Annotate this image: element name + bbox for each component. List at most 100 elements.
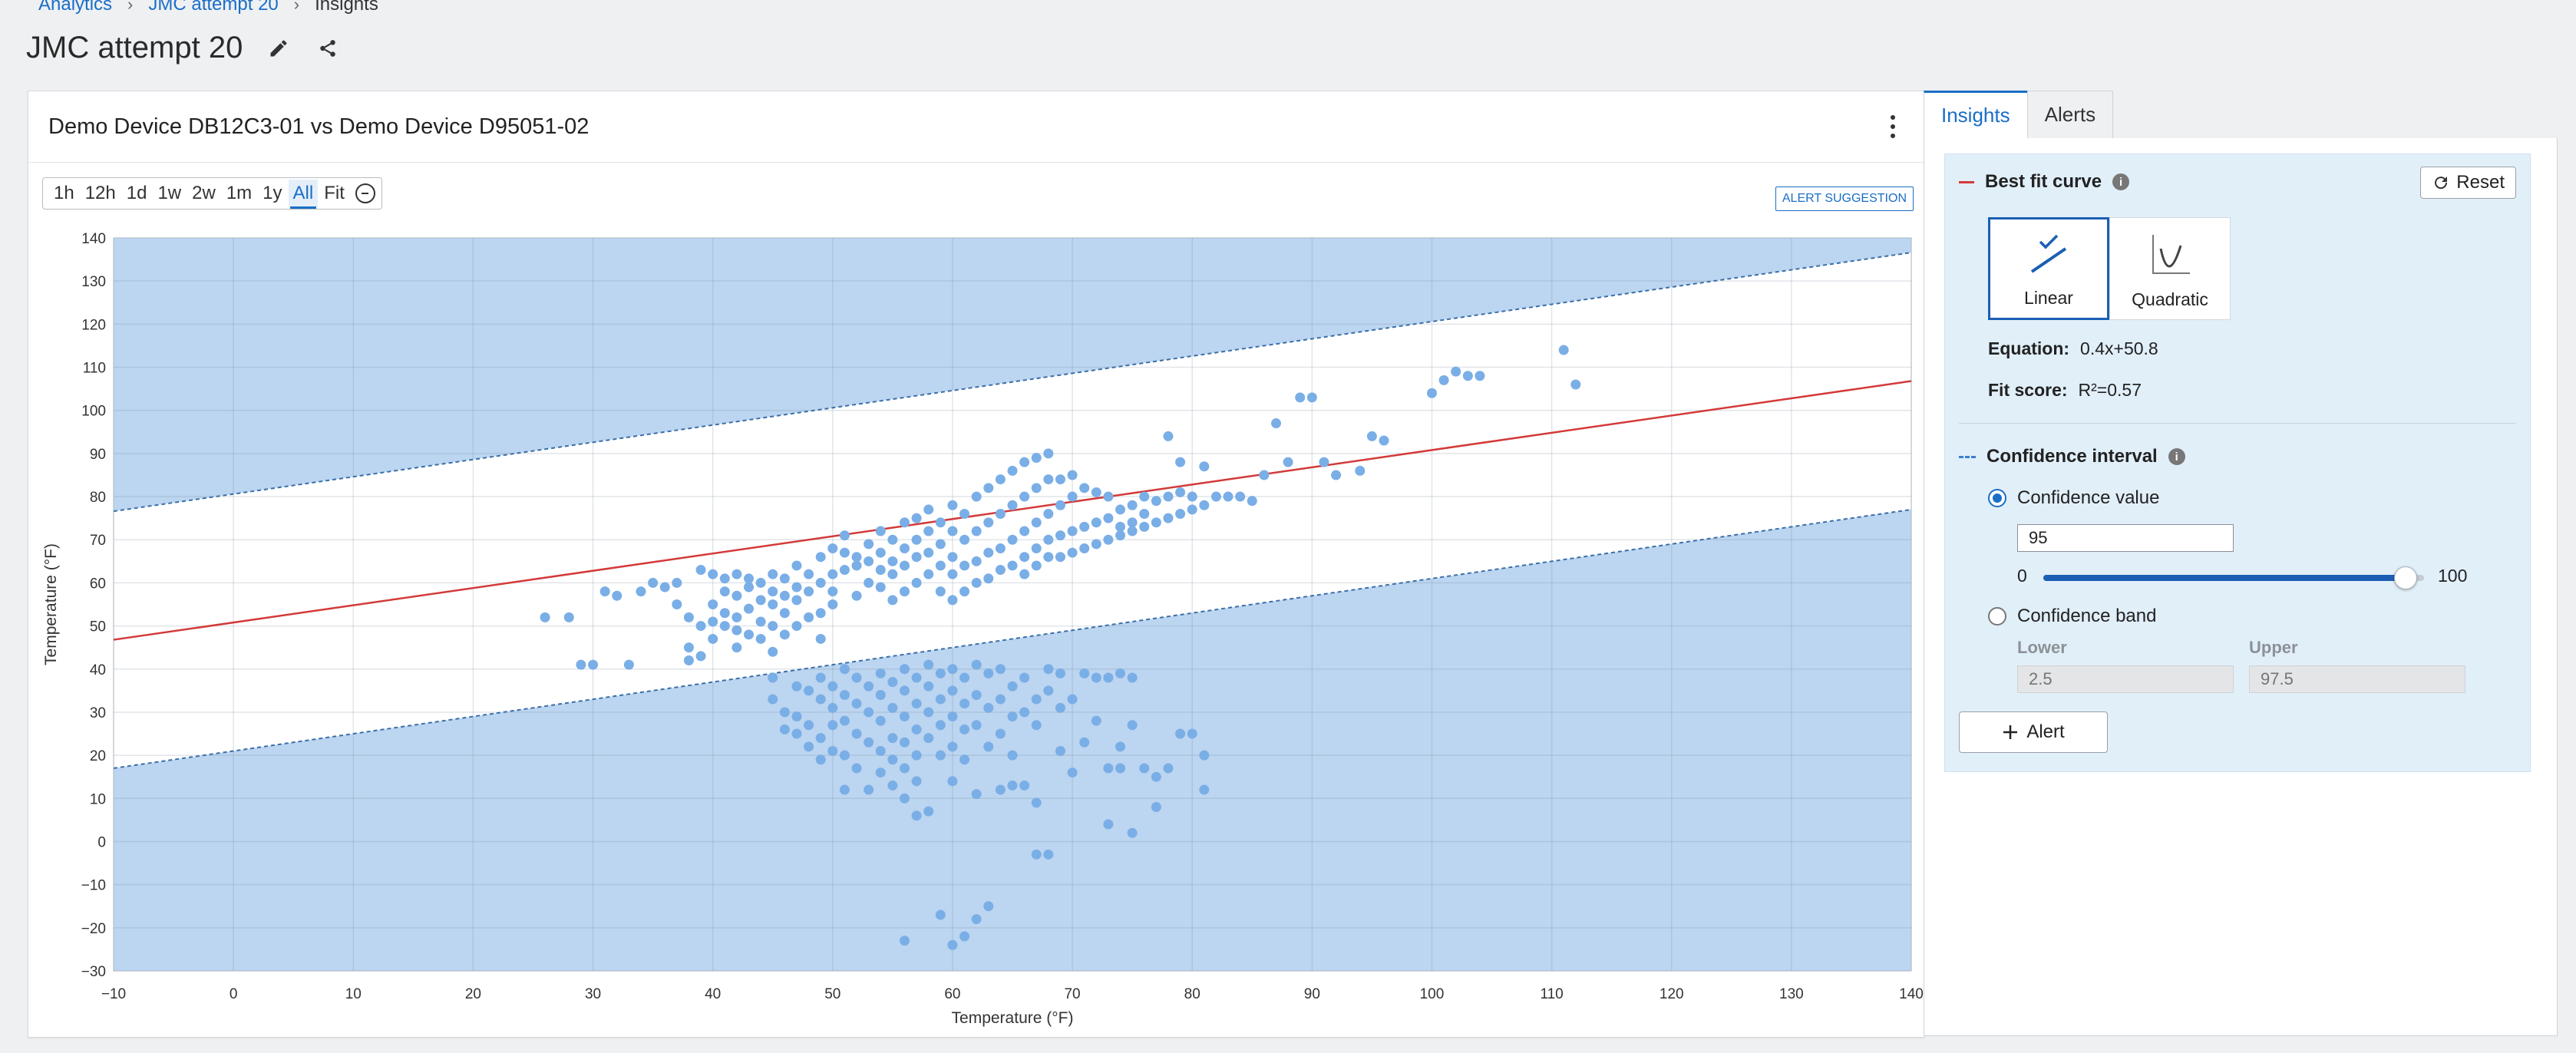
data-point <box>1331 470 1342 480</box>
confidence-value-option[interactable]: Confidence value <box>1988 487 2159 509</box>
y-tick-label: −30 <box>81 964 106 980</box>
range-1w[interactable]: 1w <box>157 183 182 203</box>
data-point <box>732 625 742 635</box>
tab-insights[interactable]: Insights <box>1924 91 2028 138</box>
data-point <box>947 939 958 950</box>
confidence-slider-fill <box>2043 575 2406 581</box>
data-point <box>1570 379 1581 390</box>
data-point <box>875 526 886 536</box>
y-tick-label: 70 <box>90 533 106 549</box>
range-1m[interactable]: 1m <box>226 183 253 203</box>
range-fit[interactable]: Fit <box>324 183 345 203</box>
upper-band-region <box>114 238 1911 512</box>
confidence-value-input[interactable] <box>2017 524 2234 552</box>
data-point <box>1067 547 1078 558</box>
chart-card: Demo Device DB12C3-01 vs Demo Device D95… <box>28 91 1925 1038</box>
data-point <box>959 560 970 571</box>
y-axis-label: Temperature (°F) <box>42 543 60 665</box>
reset-button[interactable]: Reset <box>2420 167 2516 199</box>
confidence-value-radio[interactable] <box>1988 489 2006 507</box>
add-alert-button[interactable]: Alert <box>1959 711 2108 753</box>
data-point <box>779 629 790 640</box>
x-tick-label: 140 <box>1899 986 1924 1002</box>
confidence-slider-thumb[interactable] <box>2394 566 2418 589</box>
data-point <box>995 728 1006 739</box>
data-point <box>636 586 646 597</box>
data-point <box>887 534 898 545</box>
confidence-slider[interactable] <box>2043 566 2424 589</box>
x-tick-label: 90 <box>1304 986 1320 1002</box>
data-point <box>576 659 586 670</box>
clock-icon[interactable] <box>355 183 375 203</box>
data-point <box>1043 685 1054 696</box>
range-1d[interactable]: 1d <box>126 183 147 203</box>
data-point <box>659 582 670 593</box>
fit-option-linear[interactable]: Linear <box>1988 217 2109 320</box>
breadcrumb-analytics[interactable]: Analytics <box>38 0 113 15</box>
info-icon[interactable]: i <box>2112 173 2130 190</box>
data-point <box>1283 457 1293 467</box>
data-point <box>1043 552 1054 563</box>
data-point <box>995 543 1006 553</box>
data-point <box>779 573 790 584</box>
data-point <box>1103 672 1114 683</box>
data-point <box>1067 767 1078 778</box>
data-point <box>695 621 706 632</box>
range-12h[interactable]: 12h <box>84 183 116 203</box>
best-fit-line <box>113 380 1912 641</box>
range-1y[interactable]: 1y <box>263 183 282 203</box>
data-point <box>971 689 982 700</box>
y-tick-label: 20 <box>90 748 106 764</box>
data-point <box>1163 763 1174 774</box>
data-point <box>899 685 910 696</box>
data-point <box>779 707 790 718</box>
data-point <box>1426 388 1437 398</box>
tab-alerts[interactable]: Alerts <box>2026 91 2114 138</box>
data-point <box>911 776 922 787</box>
range-1h[interactable]: 1h <box>54 183 74 203</box>
data-point <box>899 517 910 528</box>
data-point <box>1055 530 1065 541</box>
range-all[interactable]: All <box>288 180 319 209</box>
data-point <box>864 539 874 550</box>
data-point <box>971 491 982 502</box>
range-2w[interactable]: 2w <box>192 183 216 203</box>
confidence-band-radio[interactable] <box>1988 607 2006 626</box>
share-icon[interactable] <box>315 35 341 61</box>
y-tick-label: 50 <box>90 619 106 635</box>
equation-label: Equation: <box>1988 338 2070 358</box>
x-tick-label: −10 <box>101 986 126 1002</box>
y-tick-label: 110 <box>83 361 106 377</box>
data-point <box>935 909 946 920</box>
data-point <box>732 590 742 601</box>
data-point <box>1210 491 1221 502</box>
data-point <box>1151 496 1161 507</box>
insights-panel: Insights Alerts Best fit curve i Reset L… <box>1924 91 2558 1036</box>
alert-suggestion-button[interactable]: ALERT SUGGESTION <box>1775 187 1914 211</box>
data-point <box>1031 483 1042 493</box>
data-point <box>1127 500 1138 510</box>
quadratic-fit-icon <box>2152 235 2190 274</box>
more-options-icon[interactable] <box>1881 111 1904 142</box>
data-point <box>1067 491 1078 502</box>
x-tick-label: 50 <box>824 986 841 1002</box>
breadcrumb-dashboard[interactable]: JMC attempt 20 <box>148 0 279 15</box>
data-point <box>1103 819 1114 830</box>
data-point <box>791 595 802 606</box>
data-point <box>744 582 755 593</box>
confidence-band-option[interactable]: Confidence band <box>1988 606 2156 627</box>
data-point <box>864 556 874 566</box>
data-point <box>923 547 934 558</box>
data-point <box>804 685 814 696</box>
data-point <box>1235 491 1246 502</box>
edit-pencil-icon[interactable] <box>266 35 292 61</box>
data-point <box>1175 728 1186 739</box>
fit-option-quadratic[interactable]: Quadratic <box>2109 217 2231 320</box>
data-point <box>1139 509 1150 520</box>
data-point <box>683 612 694 622</box>
data-point <box>1019 780 1030 791</box>
info-icon[interactable]: i <box>2168 448 2185 465</box>
data-point <box>815 633 826 644</box>
y-tick-label: 120 <box>81 317 106 333</box>
data-point <box>1175 509 1186 520</box>
